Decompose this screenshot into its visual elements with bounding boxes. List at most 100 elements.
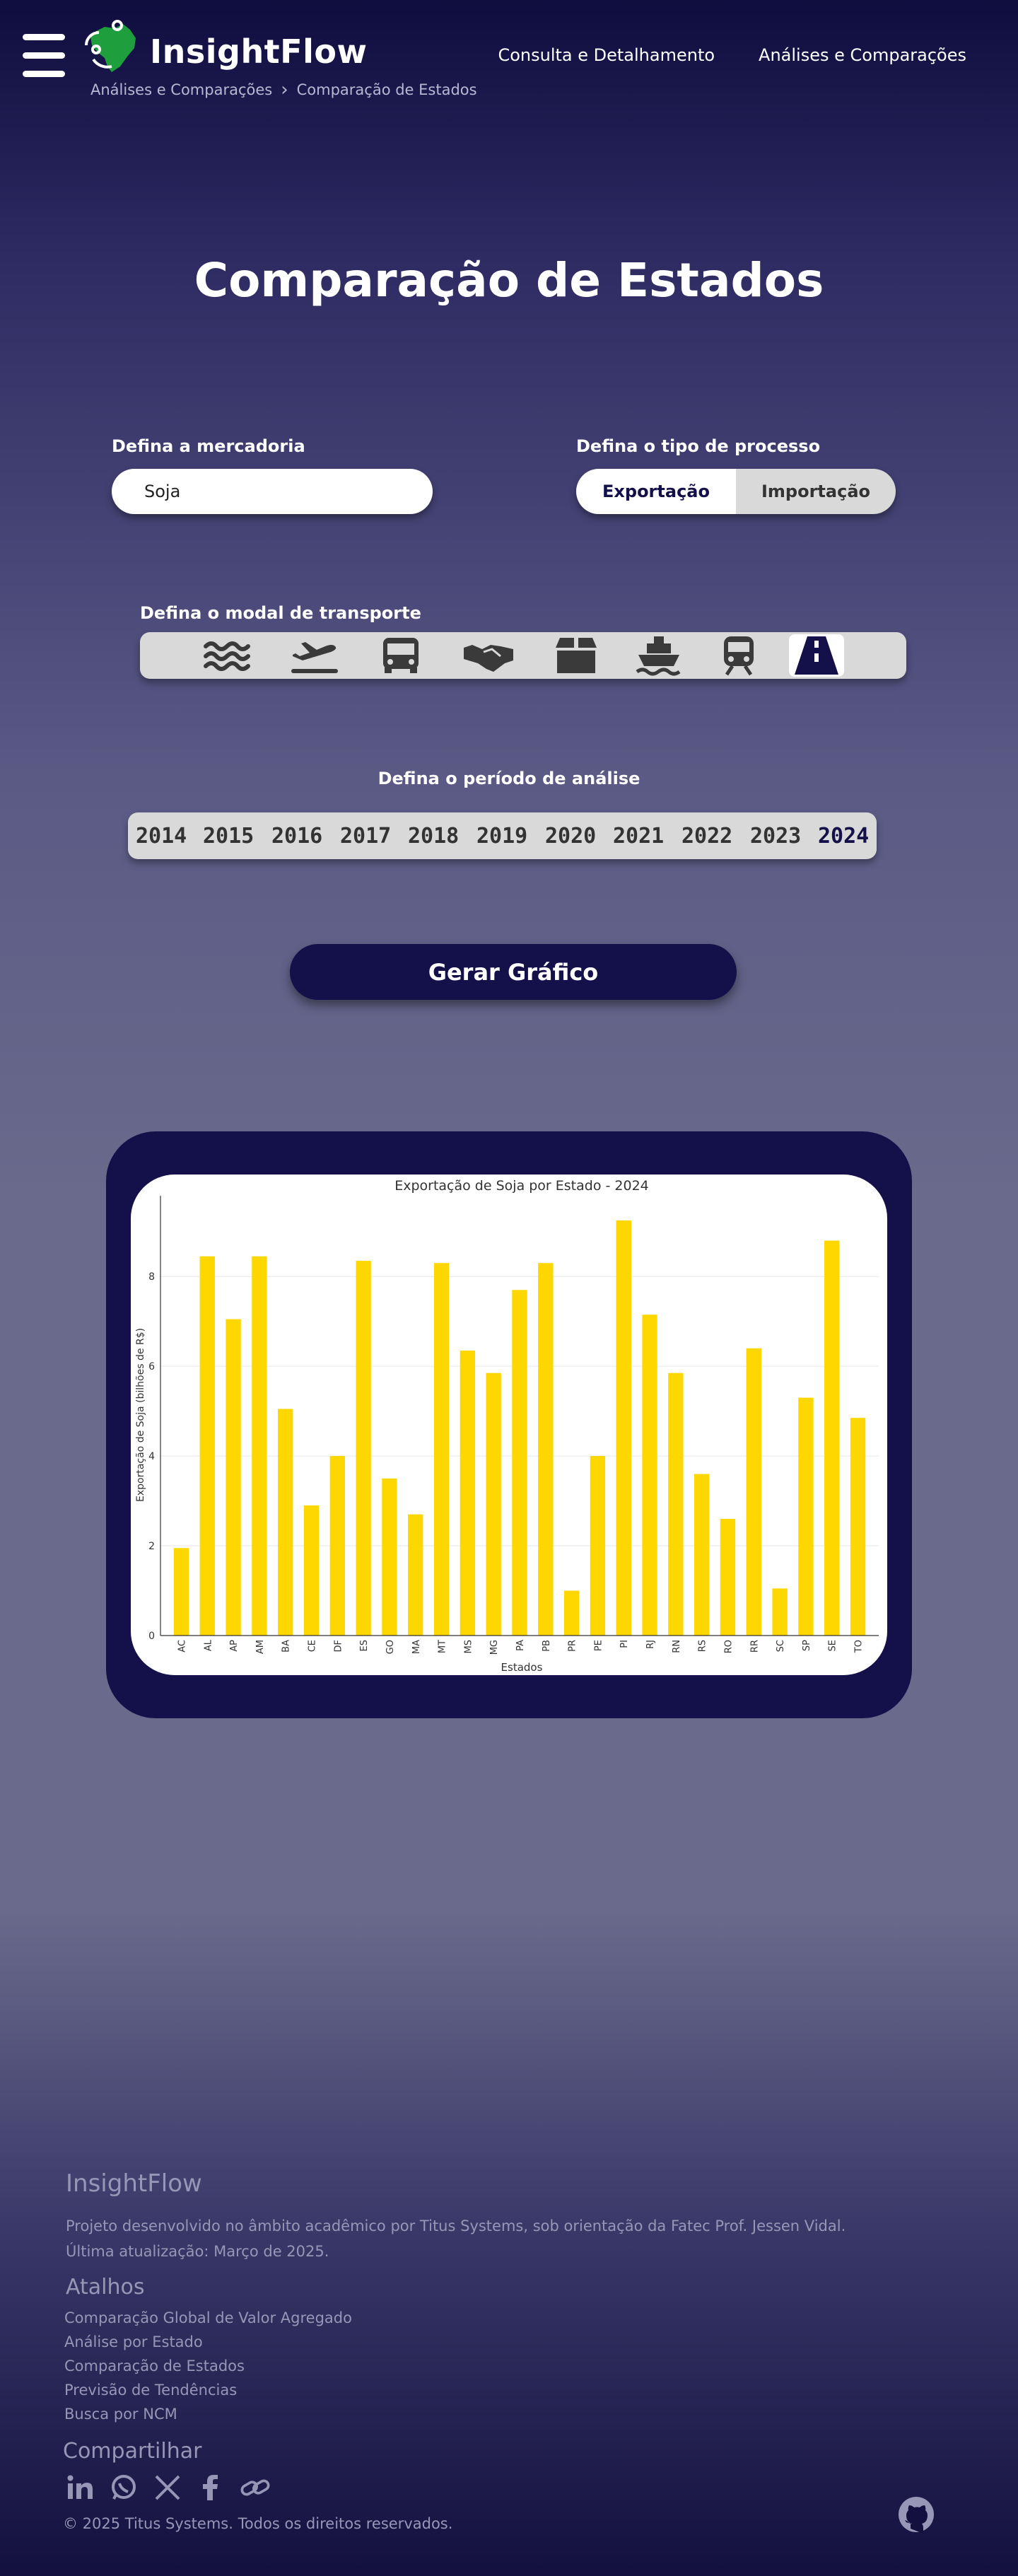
period-label: Defina o período de análise — [378, 769, 640, 788]
footer-link-analise-estado[interactable]: Análise por Estado — [64, 2333, 203, 2350]
bar-RJ — [642, 1315, 657, 1636]
year-2024[interactable]: 2024 — [818, 824, 870, 849]
process-label: Defina o tipo de processo — [576, 436, 821, 456]
bar-PR — [563, 1590, 580, 1636]
whatsapp-icon[interactable] — [108, 2472, 139, 2503]
airplane-icon[interactable] — [287, 634, 342, 677]
year-2021[interactable]: 2021 — [613, 824, 665, 849]
x-tick-label: TO — [854, 1640, 865, 1653]
chart-title: Exportação de Soja por Estado - 2024 — [394, 1178, 649, 1194]
footer-link-comparacao-estados[interactable]: Comparação de Estados — [64, 2358, 245, 2374]
x-tick-label: PA — [515, 1640, 526, 1651]
bar-PA — [512, 1290, 527, 1636]
road-icon[interactable] — [789, 634, 844, 677]
link-icon[interactable] — [240, 2472, 271, 2503]
brazil-map-logo-icon[interactable] — [83, 17, 140, 75]
year-2014[interactable]: 2014 — [136, 824, 187, 849]
year-selector: 2014 2015 2016 2017 2018 2019 2020 2021 … — [128, 812, 877, 859]
ship-icon[interactable] — [631, 634, 686, 677]
footer-link-comparacao-global[interactable]: Comparação Global de Valor Agregado — [64, 2309, 352, 2326]
year-2022[interactable]: 2022 — [681, 824, 733, 849]
year-2015[interactable]: 2015 — [203, 824, 255, 849]
x-icon[interactable] — [152, 2472, 183, 2503]
handshake-icon[interactable] — [461, 634, 516, 677]
bar-AC — [173, 1548, 189, 1636]
x-tick-label: AP — [229, 1640, 240, 1652]
train-icon[interactable] — [711, 634, 766, 677]
bar-MS — [460, 1350, 476, 1636]
y-tick-label: 0 — [148, 1631, 155, 1642]
x-tick-label: RN — [672, 1640, 682, 1653]
bar-CE — [303, 1505, 320, 1636]
modal-selector — [140, 632, 906, 679]
year-2018[interactable]: 2018 — [408, 824, 460, 849]
header: InsightFlow Análises e Comparações › Com… — [0, 0, 1018, 113]
footer-shortcuts-title: Atalhos — [66, 2275, 145, 2300]
x-tick-label: SE — [828, 1640, 838, 1651]
bar-RO — [720, 1518, 736, 1636]
bar-PB — [538, 1263, 554, 1636]
footer-link-previsao[interactable]: Previsão de Tendências — [64, 2382, 238, 2399]
bar-ES — [356, 1261, 371, 1636]
page-title: Comparação de Estados — [194, 253, 824, 308]
brand-name[interactable]: InsightFlow — [150, 33, 368, 71]
bar-AM — [252, 1256, 267, 1636]
bar-GO — [382, 1478, 397, 1636]
x-axis-label: Estados — [501, 1661, 543, 1674]
bus-icon[interactable] — [373, 634, 428, 677]
bar-RR — [746, 1348, 761, 1636]
bar-chart: 0 2 4 6 8 AC AL AP AM BA CE DF ES GO MA MT MS MG PA PB PR PE P… — [135, 1178, 879, 1674]
year-2016[interactable]: 2016 — [271, 824, 323, 849]
waves-icon[interactable] — [200, 634, 255, 677]
bar-SC — [772, 1588, 788, 1636]
x-tick-label: PR — [568, 1640, 578, 1652]
x-tick-label: MT — [438, 1640, 448, 1653]
x-tick-label: ES — [359, 1640, 370, 1651]
github-icon[interactable] — [898, 2496, 935, 2534]
year-2020[interactable]: 2020 — [545, 824, 597, 849]
y-tick-label: 8 — [148, 1271, 155, 1283]
footer-link-busca-ncm[interactable]: Busca por NCM — [64, 2406, 177, 2423]
x-tick-label: AM — [255, 1640, 266, 1654]
x-tick-label: MA — [411, 1640, 422, 1654]
year-2023[interactable]: 2023 — [750, 824, 802, 849]
merchandise-label: Defina a mercadoria — [112, 436, 305, 456]
generate-chart-button[interactable]: Gerar Gráfico — [290, 944, 737, 1000]
breadcrumb-item-analises[interactable]: Análises e Comparações — [90, 81, 273, 98]
bar-MG — [486, 1372, 501, 1636]
bar-SE — [824, 1240, 840, 1636]
bar-RS — [694, 1474, 710, 1636]
box-icon[interactable] — [549, 634, 604, 677]
x-tick-label: AL — [203, 1639, 213, 1651]
x-tick-label: RR — [749, 1640, 760, 1653]
year-2017[interactable]: 2017 — [340, 824, 392, 849]
nav-analises-comparacoes[interactable]: Análises e Comparações — [759, 45, 966, 65]
menu-icon[interactable] — [23, 34, 65, 81]
year-2019[interactable]: 2019 — [476, 824, 528, 849]
facebook-icon[interactable] — [196, 2472, 227, 2503]
x-tick-label: SP — [802, 1640, 812, 1651]
bar-PI — [616, 1220, 631, 1636]
nav-consulta-detalhamento[interactable]: Consulta e Detalhamento — [498, 45, 715, 65]
process-option-importacao[interactable]: Importação — [736, 469, 896, 514]
x-tick-label: RJ — [645, 1640, 656, 1649]
y-tick-label: 4 — [148, 1451, 155, 1462]
footer-updated: Última atualização: Março de 2025. — [66, 2243, 329, 2260]
x-tick-label: DF — [333, 1640, 344, 1653]
x-tick-label: AC — [177, 1640, 187, 1653]
bar-PE — [590, 1456, 606, 1636]
footer-description: Projeto desenvolvido no âmbito acadêmico… — [66, 2217, 846, 2234]
bar-BA — [278, 1409, 293, 1636]
bar-MA — [408, 1514, 423, 1636]
merchandise-input[interactable] — [112, 469, 433, 514]
footer-copyright: © 2025 Titus Systems. Todos os direitos … — [63, 2515, 453, 2532]
x-tick-label: BA — [281, 1640, 292, 1653]
chevron-right-icon: › — [281, 79, 288, 100]
y-tick-label: 2 — [148, 1541, 155, 1552]
x-tick-label: MG — [489, 1640, 500, 1655]
x-tick-label: PE — [593, 1640, 604, 1651]
breadcrumb-item-comparacao[interactable]: Comparação de Estados — [296, 81, 477, 98]
process-option-exportacao[interactable]: Exportação — [576, 469, 736, 514]
linkedin-icon[interactable] — [64, 2472, 95, 2503]
bar-RN — [668, 1372, 684, 1636]
